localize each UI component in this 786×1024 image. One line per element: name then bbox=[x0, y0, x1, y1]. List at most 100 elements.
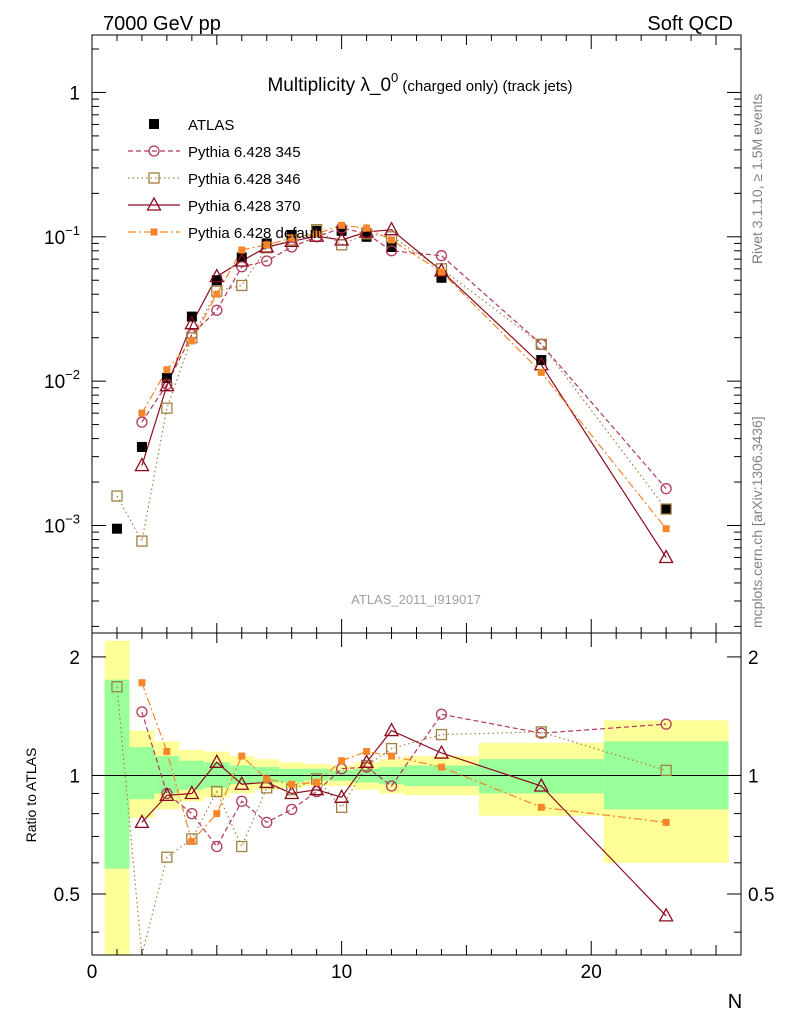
ratio-point-2-1 bbox=[159, 787, 175, 802]
main-series-lines bbox=[116, 224, 667, 558]
main-point-1-13 bbox=[660, 482, 672, 495]
ratio-point-2-13 bbox=[658, 907, 674, 922]
main-point-4-6 bbox=[288, 234, 296, 242]
ratio-point-3-0 bbox=[138, 679, 146, 687]
legend-marker-1 bbox=[148, 145, 160, 157]
plot-title: Multiplicity λ_00 (charged only) (track … bbox=[267, 70, 572, 96]
main-series-line-1 bbox=[141, 227, 667, 489]
ratio-point-1-2 bbox=[161, 851, 173, 863]
main-point-4-7 bbox=[313, 230, 321, 238]
main-series-markers bbox=[111, 221, 674, 564]
ratio-point-3-3 bbox=[213, 810, 221, 818]
ratio-point-2-8 bbox=[334, 788, 350, 803]
ratio-point-2-0 bbox=[134, 814, 150, 829]
main-point-0-1 bbox=[136, 441, 147, 452]
main-point-1-12 bbox=[535, 338, 547, 350]
main-point-4-12 bbox=[537, 368, 545, 376]
ratio-point-0-13 bbox=[660, 718, 672, 730]
legend-marker-0 bbox=[149, 119, 159, 129]
header-right: Soft QCD bbox=[647, 13, 733, 35]
ratio-point-3-12 bbox=[537, 803, 545, 811]
ratio-point-0-6 bbox=[286, 803, 298, 816]
main-point-2-5 bbox=[236, 279, 248, 292]
header-left: 7000 GeV pp bbox=[103, 13, 221, 35]
ratio-series-markers bbox=[111, 679, 674, 922]
ratio-point-3-5 bbox=[263, 775, 271, 783]
green-band-8 bbox=[304, 768, 330, 781]
main-point-4-9 bbox=[363, 224, 371, 232]
main-point-3-4 bbox=[234, 252, 250, 267]
main-point-4-13 bbox=[662, 525, 670, 533]
main-point-4-4 bbox=[238, 246, 246, 254]
main-point-4-3 bbox=[213, 290, 221, 298]
ratio-point-3-7 bbox=[313, 778, 321, 786]
main-series-line-2 bbox=[116, 229, 667, 543]
ratio-point-2-3 bbox=[209, 753, 225, 768]
analysis-label: ATLAS_2011_I919017 bbox=[351, 592, 481, 607]
rivet-version-label: Rivet 3.1.10, ≥ 1.5M events bbox=[749, 94, 765, 264]
main-point-4-0 bbox=[138, 409, 146, 417]
legend-label-3: Pythia 6.428 370 bbox=[188, 198, 301, 215]
ratio-point-3-9 bbox=[363, 748, 371, 756]
ratio-series-line-1 bbox=[116, 686, 667, 956]
mcplots-reference-label: mcplots.cern.ch [arXiv:1306.3436] bbox=[749, 416, 765, 628]
main-point-0-11 bbox=[386, 241, 397, 252]
ratio-plot-panel: 0.5 0.51 12 20 10 20 Ratio to ATLAS N bbox=[23, 632, 774, 1013]
green-band-0 bbox=[104, 679, 130, 869]
ratio-point-3-11 bbox=[437, 763, 445, 771]
main-point-3-2 bbox=[184, 315, 200, 330]
ratio-y-tick-label-left-0: 0.5 bbox=[54, 885, 80, 906]
x-tick-label-2: 20 bbox=[581, 962, 602, 983]
main-point-1-10 bbox=[385, 245, 398, 257]
ratio-y-tick-label-right-2: 2 bbox=[748, 648, 759, 669]
legend-label-0: ATLAS bbox=[188, 117, 234, 134]
ratio-point-2-9 bbox=[358, 753, 375, 768]
main-y-tick-label-1: 10−2 bbox=[44, 367, 80, 393]
main-point-2-1 bbox=[136, 535, 148, 547]
main-point-1-3 bbox=[211, 304, 223, 316]
main-point-4-11 bbox=[437, 268, 445, 276]
x-tick-label-0: 0 bbox=[87, 962, 98, 983]
ratio-point-2-11 bbox=[433, 744, 450, 759]
ratio-y-tick-label-right-0: 0.5 bbox=[748, 885, 774, 906]
ratio-series-line-0 bbox=[141, 711, 667, 848]
main-point-1-11 bbox=[435, 250, 448, 262]
main-series-line-4 bbox=[141, 224, 667, 530]
ratio-series-line-2 bbox=[141, 729, 667, 917]
main-point-0-14 bbox=[661, 504, 672, 515]
main-point-0-9 bbox=[336, 225, 347, 236]
legend-label-1: Pythia 6.428 345 bbox=[188, 144, 301, 161]
legend-label-2: Pythia 6.428 346 bbox=[188, 171, 301, 188]
ratio-point-3-6 bbox=[288, 780, 296, 788]
legend-marker-2 bbox=[148, 172, 160, 184]
ratio-point-0-3 bbox=[211, 840, 223, 853]
main-point-2-14 bbox=[660, 503, 672, 515]
main-point-3-10 bbox=[383, 221, 400, 236]
ratio-point-0-11 bbox=[435, 708, 448, 720]
main-point-4-1 bbox=[163, 366, 171, 374]
main-point-0-0 bbox=[111, 523, 122, 534]
ratio-point-1-0 bbox=[111, 681, 123, 693]
ratio-y-tick-label-right-1: 1 bbox=[748, 766, 759, 787]
main-point-3-0 bbox=[134, 457, 150, 472]
ratio-point-2-10 bbox=[383, 722, 400, 737]
main-point-3-8 bbox=[334, 231, 350, 246]
ratio-point-1-5 bbox=[236, 840, 248, 853]
ratio-point-1-14 bbox=[660, 764, 672, 777]
main-point-0-5 bbox=[236, 252, 247, 263]
main-point-3-1 bbox=[159, 377, 175, 392]
main-point-0-12 bbox=[436, 272, 447, 283]
ratio-point-2-7 bbox=[309, 781, 325, 796]
main-point-4-5 bbox=[263, 241, 271, 249]
main-point-1-4 bbox=[236, 261, 248, 273]
x-tick-label-1: 10 bbox=[331, 962, 352, 983]
ratio-point-2-2 bbox=[184, 785, 200, 800]
main-point-4-2 bbox=[188, 337, 196, 345]
ratio-series-line-3 bbox=[141, 682, 667, 843]
ratio-point-3-2 bbox=[188, 837, 196, 845]
ratio-point-0-10 bbox=[385, 780, 398, 792]
main-point-3-3 bbox=[209, 268, 225, 283]
main-point-0-13 bbox=[536, 355, 547, 366]
main-plot-panel: 10−3 10−2 10−1 1 Multiplicity λ_00 (charged… bbox=[44, 34, 742, 634]
main-point-3-13 bbox=[658, 549, 674, 564]
